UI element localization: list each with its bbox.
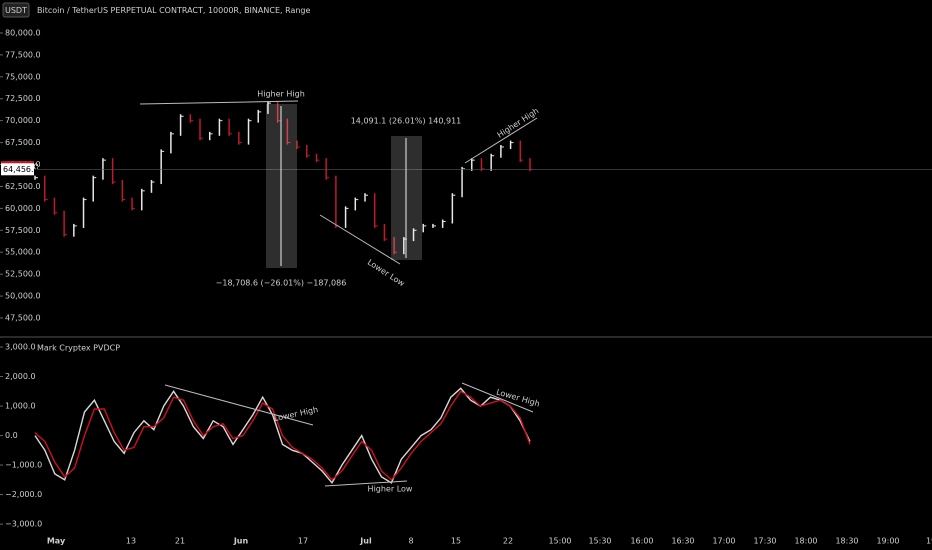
x-tick-label: 21 xyxy=(175,537,185,546)
y-tick-label: 72,500.0 xyxy=(5,94,41,103)
price-tag-label: 64,456.7 xyxy=(3,165,39,174)
x-tick-label: 19:3 xyxy=(926,537,932,546)
y-tick-label: 1,000.0 xyxy=(5,402,36,411)
trend-line xyxy=(461,382,534,413)
y-tick-label: −2,000.0 xyxy=(5,490,42,499)
y-tick-label: 77,500.0 xyxy=(5,50,41,59)
currency: USDT xyxy=(5,6,27,15)
x-tick-label: 18:00 xyxy=(794,537,817,546)
chart-title: Bitcoin / TetherUS PERPETUAL CONTRACT, 1… xyxy=(37,6,311,15)
y-tick-label: 0.0 xyxy=(5,431,18,440)
x-tick-label: Jul xyxy=(359,537,372,546)
x-tick-label: 22 xyxy=(503,537,513,546)
x-tick-label: 15:30 xyxy=(588,537,611,546)
x-tick-label: May xyxy=(47,537,66,546)
y-tick-label: 75,000.0 xyxy=(5,72,41,81)
trend-line xyxy=(319,214,401,265)
y-tick-label: −3,000.0 xyxy=(5,520,42,529)
y-tick-label: 52,500.0 xyxy=(5,270,41,279)
y-tick-label: 67,500.0 xyxy=(5,138,41,147)
y-tick-label: 3,000.0 xyxy=(5,343,36,352)
x-tick-label: 16:00 xyxy=(630,537,653,546)
x-tick-label: 18:30 xyxy=(835,537,858,546)
x-tick-label: 17 xyxy=(298,537,308,546)
y-tick-label: 50,000.0 xyxy=(5,292,41,301)
trend-line xyxy=(464,117,538,164)
x-tick-label: 15 xyxy=(451,537,461,546)
y-tick-label: 57,500.0 xyxy=(5,226,41,235)
annotation: Higher Low xyxy=(368,485,413,494)
x-tick-label: 17:30 xyxy=(753,537,776,546)
trend-line xyxy=(324,480,408,487)
annotation: −18,708.6 (−26.01%) −187,086 xyxy=(216,279,347,288)
x-tick-label: 8 xyxy=(408,537,413,546)
x-tick-label: Jun xyxy=(233,537,249,546)
trend-line xyxy=(139,100,299,105)
annotation: 14,091.1 (26.01%) 140,911 xyxy=(351,117,462,126)
y-tick-label: 62,500.0 xyxy=(5,182,41,191)
currency-box[interactable] xyxy=(2,2,30,18)
trend-line xyxy=(164,384,314,426)
y-tick-label: 60,000.0 xyxy=(5,204,41,213)
x-tick-label: 15:00 xyxy=(548,537,571,546)
x-tick-label: 17:00 xyxy=(712,537,735,546)
x-tick-label: 13 xyxy=(126,537,136,546)
x-tick-label: 19:00 xyxy=(876,537,899,546)
price-tag xyxy=(1,163,34,176)
oscillator-line xyxy=(34,387,531,485)
y-tick-label: 55,000.0 xyxy=(5,248,41,257)
x-tick-label: 16:30 xyxy=(671,537,694,546)
y-tick-label: 47,500.0 xyxy=(5,313,41,322)
y-tick-label: −1,000.0 xyxy=(5,461,42,470)
indicator-title: Mark Cryptex PVDCP xyxy=(37,344,120,353)
oscillator-line xyxy=(34,390,531,481)
y-tick-label: 70,000.0 xyxy=(5,116,41,125)
y-tick-label: 2,000.0 xyxy=(5,372,36,381)
y-tick-label: 80,000.0 xyxy=(5,28,41,37)
annotation: Higher High xyxy=(257,90,305,99)
